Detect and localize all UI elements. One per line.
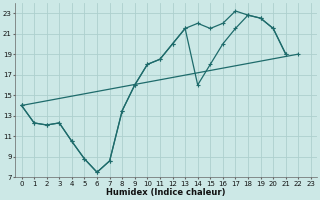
X-axis label: Humidex (Indice chaleur): Humidex (Indice chaleur) (107, 188, 226, 197)
